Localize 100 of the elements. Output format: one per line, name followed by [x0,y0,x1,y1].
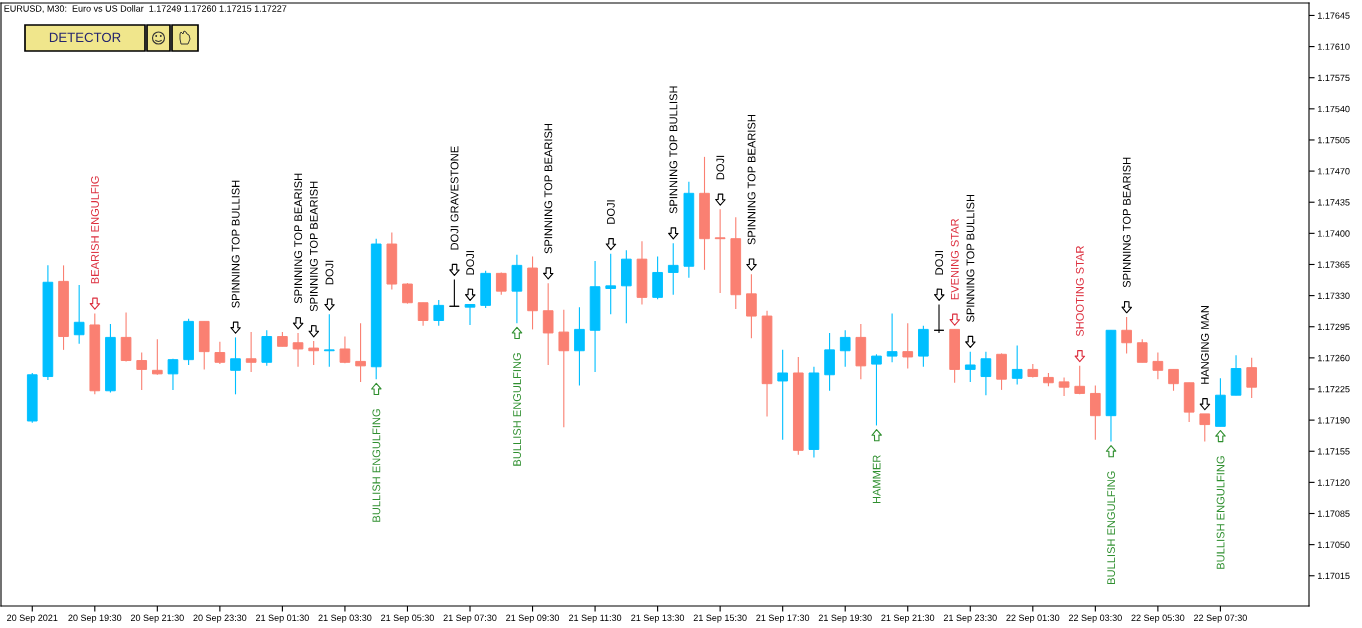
annotation: DOJI [716,155,725,180]
candlestick [230,336,241,395]
y-tick-label: 1.17610 [1318,43,1350,50]
x-tick-label: 21 Sep 07:30 [443,614,497,623]
candlestick [605,253,617,315]
candlestick [980,351,992,396]
annotation: HANGING MAN [1201,306,1209,384]
x-tick-label: 20 Sep 23:30 [193,614,247,623]
candlestick [667,242,679,296]
candlestick [1136,338,1148,363]
candlestick [495,271,507,296]
candlestick [574,306,585,386]
candlestick [1058,376,1070,397]
x-tick-label: 21 Sep 01:30 [256,614,309,623]
candlestick [120,311,132,362]
annotation: SPINNING TOP BULLISH [966,194,975,322]
y-tick-label: 1.17295 [1318,323,1350,331]
x-tick-label: 22 Sep 03:30 [1068,614,1122,623]
candlestick [1090,384,1101,441]
y-tick-label: 1.17575 [1318,74,1350,82]
candlestick [871,353,882,427]
x-tick-label: 21 Sep 21:30 [881,614,935,623]
annotation: BULLISH ENGULFING [372,409,381,522]
candlestick [1011,344,1023,386]
candlestick [402,282,413,305]
candlestick [964,351,976,383]
y-tick-label: 1.17540 [1318,105,1350,113]
candlestick [1152,351,1164,380]
y-tick-label: 1.17505 [1318,136,1350,144]
candlestick [714,208,726,294]
x-tick-label: 21 Sep 17:30 [756,614,810,623]
y-tick-label: 1.17050 [1318,541,1350,548]
y-tick-label: 1.17400 [1318,230,1350,237]
x-tick-label: 20 Sep 19:30 [68,614,122,623]
candlestick [152,338,163,376]
y-tick-label: 1.17470 [1318,168,1350,175]
y-tick-label: 1.17225 [1318,385,1350,393]
y-tick-label: 1.17015 [1318,572,1350,580]
y-tick-label: 1.17435 [1318,199,1350,206]
candlestick [933,303,945,334]
candlestick [1074,365,1086,395]
candlestick [558,309,570,428]
x-tick-label: 22 Sep 01:30 [1006,614,1060,623]
candlestick [136,351,148,391]
candlestick [167,358,179,391]
annotation: DETECTOR [49,32,121,43]
annotation: SPINNING TOP BEARISH [747,115,756,245]
x-tick-label: 21 Sep 09:30 [506,614,560,623]
x-tick-label: 21 Sep 23:30 [943,614,997,623]
candlestick [542,282,554,366]
annotation: EVENING STAR [950,218,959,300]
x-tick-label: 21 Sep 05:30 [381,614,434,623]
annotation: DOJI [466,251,475,275]
candlestick [902,322,914,370]
annotation: DOJI [325,260,334,285]
candlestick [323,313,335,368]
y-tick-label: 1.17085 [1318,510,1350,517]
chart-title: EURUSD, M30: Euro vs US Dollar 1.17249 1.17260 1.17215 1.17227 [4,5,287,13]
annotation: BEARISH ENGULFIG [91,176,99,284]
candlestick [746,273,757,339]
x-tick-label: 22 Sep 07:30 [1194,614,1247,623]
candlestick [73,284,85,345]
candlestick [245,331,257,373]
candlestick [1168,368,1179,392]
annotation: BULLISH ENGULFING [513,353,521,466]
candlestick [1246,357,1258,399]
candlestick [339,335,351,364]
x-tick-label: 21 Sep 19:30 [818,614,872,623]
candlestick [292,332,304,368]
annotation: DOJI [935,251,944,275]
x-tick-label: 22 Sep 05:30 [1131,614,1185,623]
annotation: SPINNING TOP BEARISH [544,123,553,254]
x-tick-label: 21 Sep 13:30 [631,614,685,623]
annotation: DOJI GRAVESTONE [450,146,459,250]
candlestick [433,299,445,327]
y-tick-label: 1.17260 [1318,354,1350,362]
y-tick-label: 1.17190 [1318,417,1350,424]
x-tick-label: 21 Sep 11:30 [569,614,622,623]
candlestick [449,279,460,307]
annotation: SPINNING TOP BULLISH [231,180,240,308]
annotation: SPINNING TOP BEARISH [309,181,318,312]
annotation: SPINNING TOP BULLISH [669,86,678,214]
y-tick-label: 1.17330 [1318,292,1350,299]
candlestick [1121,316,1132,354]
y-tick-label: 1.17645 [1318,12,1350,19]
y-tick-label: 1.17155 [1318,448,1350,455]
candlestick [1199,413,1211,443]
annotation: BULLISH ENGULFING [1216,456,1225,569]
x-tick-label: 20 Sep 2021 [7,614,58,623]
annotation: SPINNING TOP BEARISH [1122,157,1131,288]
annotation: SHOOTING STAR [1075,246,1084,337]
y-tick-label: 1.17120 [1318,479,1350,486]
candlestick [886,312,898,363]
x-tick-label: 21 Sep 03:30 [318,614,372,623]
candlestick [214,341,226,365]
candlestick [355,322,366,383]
annotation: DOJI [606,200,615,224]
annotation: BULLISH ENGULFING [1107,471,1116,584]
x-tick-label: 20 Sep 21:30 [130,614,184,623]
candlestick [777,349,789,441]
